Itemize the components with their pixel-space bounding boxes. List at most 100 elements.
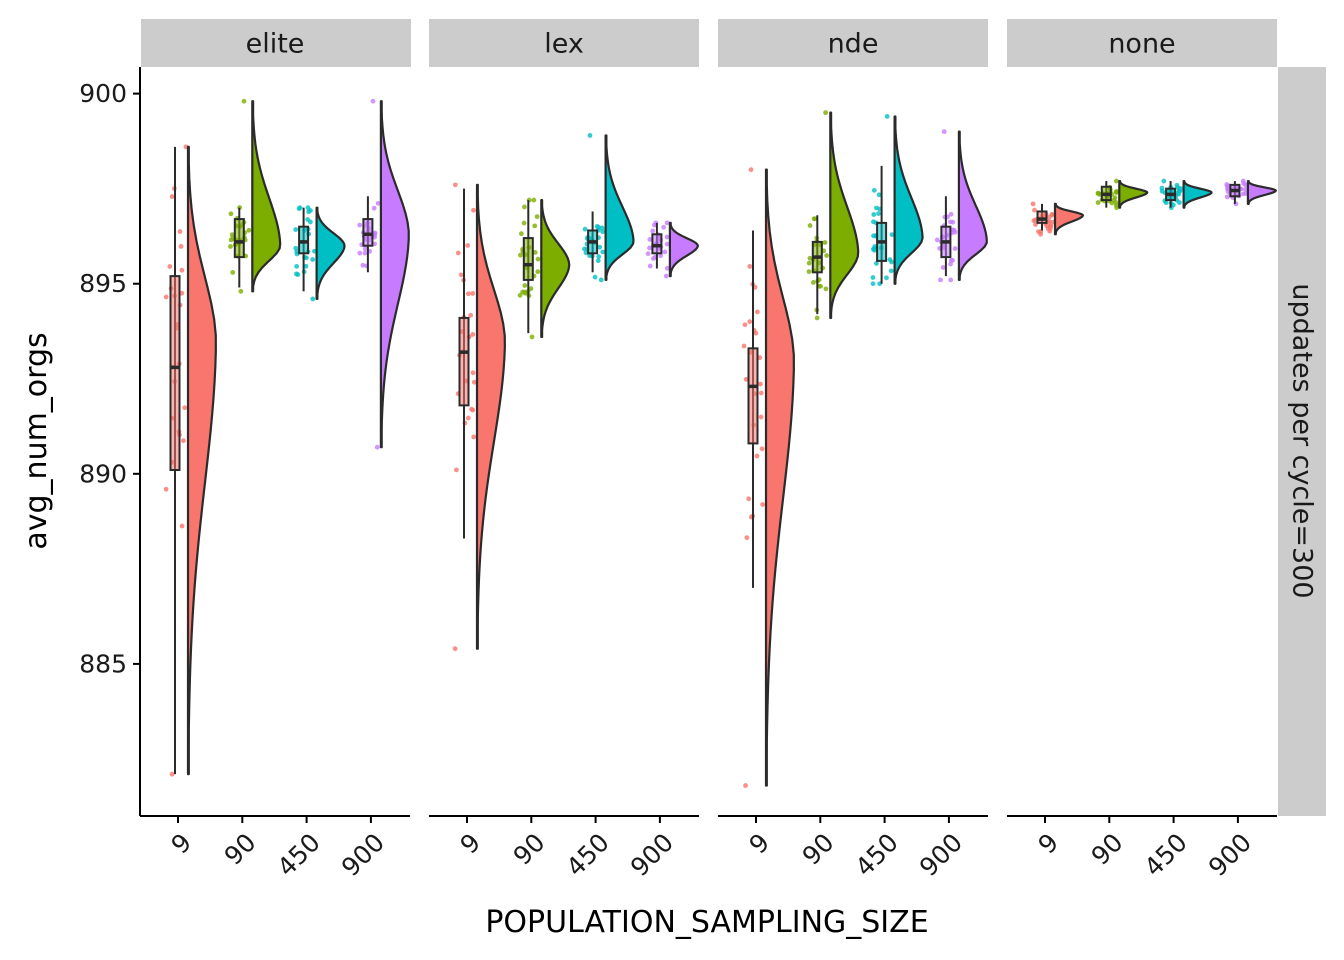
jitter-point [872,245,878,251]
jitter-point [884,275,889,281]
group-elite-90 [228,98,282,294]
jitter-point [811,216,817,222]
box-iqr [1036,210,1048,224]
y-tick-label: 885 [79,649,127,678]
jitter-point [888,268,894,274]
x-tick-label: 90 [1086,828,1129,871]
jitter-point [647,245,652,251]
jitter-point [1113,178,1119,184]
half-violin [1246,179,1277,205]
jitter-point [238,288,244,294]
box-iqr [522,237,534,281]
jitter-point [169,194,175,199]
jitter-point [296,206,302,212]
jitter-point [744,535,750,541]
jitter-point [357,250,363,256]
jitter-point [952,229,958,235]
group-lex-9 [452,182,506,652]
jitter-point [596,254,602,260]
jitter-point [595,258,601,264]
jitter-point [814,315,820,321]
jitter-point [598,277,604,283]
jitter-point [743,376,749,382]
jitter-point [531,197,537,203]
jitter-point [948,258,954,263]
jitter-point [759,446,765,452]
jitter-point [305,217,311,222]
jitter-point [468,312,474,318]
jitter-point [241,98,247,104]
jitter-point [179,290,185,296]
jitter-point [647,237,653,242]
y-axis: 885 890 895 900 [79,67,141,816]
group-elite-900 [357,98,410,450]
group-nde-9 [741,167,795,788]
jitter-point [532,249,538,255]
jitter-point [374,444,380,450]
group-lex-900 [645,220,699,279]
jitter-point [1159,185,1165,191]
jitter-point [600,249,606,255]
group-elite-450 [293,205,346,302]
jitter-point [370,98,376,104]
jitter-point [1031,218,1037,224]
jitter-point [594,224,600,229]
jitter-point [181,438,186,444]
jitter-point [1163,200,1169,206]
jitter-point [517,292,523,298]
x-tick-label: 450 [1139,828,1193,882]
half-violin [186,145,217,776]
jitter-point [661,224,667,230]
x-tick-label: 900 [336,828,390,882]
jitter-point [757,355,763,361]
jitter-point [647,263,653,269]
jitter-point [303,263,309,269]
jitter-point [177,229,183,234]
jitter-point [1177,200,1182,205]
jitter-point [941,129,947,135]
half-violin [315,206,346,301]
half-violin [668,221,699,278]
box-iqr [169,275,181,472]
jitter-point [522,204,527,210]
jitter-point [1050,219,1056,225]
jitter-point [454,467,459,473]
group-lex-90 [517,197,571,340]
half-violin [540,198,571,339]
group-none-450 [1159,178,1213,211]
jitter-point [310,257,316,262]
half-violin [957,130,988,282]
jitter-point [535,269,541,275]
jitter-point [651,222,657,228]
jitter-point [823,286,829,292]
half-violin [604,134,635,282]
x-tick-label: 90 [508,828,551,871]
jitter-point [934,237,940,243]
group-none-90 [1095,178,1149,211]
jitter-point [452,182,458,188]
facet-lex: lex 9 90 450 900 [429,19,699,882]
jitter-point [823,110,829,116]
jitter-point [518,231,524,237]
jitter-point [228,211,234,217]
box-iqr [362,218,374,247]
jitter-point [650,228,656,234]
jitter-point [294,263,300,269]
jitter-point [760,502,766,507]
jitter-point [952,246,958,251]
jitter-point [597,244,603,250]
y-tick-label: 895 [79,269,127,298]
jitter-point [884,114,890,119]
box-iqr [298,225,310,255]
jitter-point [754,309,760,315]
jitter-point [360,262,366,268]
jitter-point [529,334,535,340]
jitter-point [228,244,233,249]
jitter-point [357,222,363,228]
x-tick-label: 9 [165,828,197,860]
jitter-point [518,252,523,258]
jitter-point [1224,194,1230,200]
facet-strip-lex [429,19,699,67]
jitter-point [465,243,471,248]
